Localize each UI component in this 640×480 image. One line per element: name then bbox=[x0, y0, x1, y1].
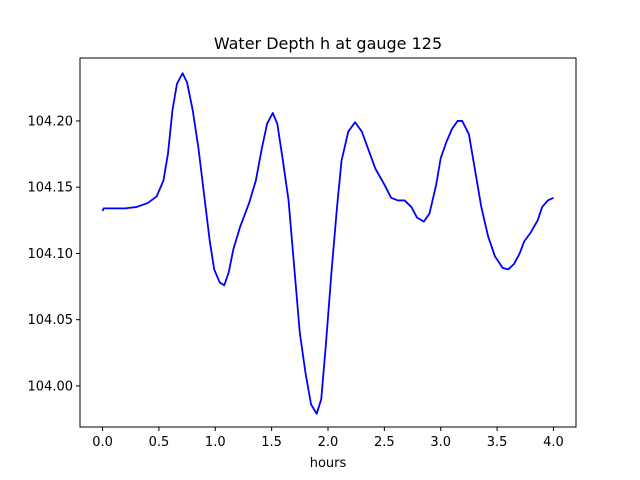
y-tick-label: 104.20 bbox=[28, 114, 74, 129]
x-tick-label: 2.5 bbox=[374, 435, 395, 450]
y-tick-label: 104.00 bbox=[28, 379, 74, 394]
x-tick-label: 1.0 bbox=[205, 435, 226, 450]
data-series-line-0 bbox=[101, 72, 554, 415]
y-tick-label: 104.15 bbox=[28, 181, 74, 196]
x-tick-label: 0.0 bbox=[92, 435, 113, 450]
x-tick-label: 1.5 bbox=[261, 435, 282, 450]
x-tick-label: 3.0 bbox=[430, 435, 451, 450]
chart-title: Water Depth h at gauge 125 bbox=[214, 34, 442, 53]
x-tick-label: 2.0 bbox=[318, 435, 339, 450]
x-axis-label: hours bbox=[310, 456, 347, 471]
y-tick-label: 104.10 bbox=[28, 247, 74, 262]
x-tick-label: 3.5 bbox=[487, 435, 508, 450]
plot-area: 0.0 0.5 1.0 1.5 2.0 2.5 3.0 3.5 4.0 104.00 104.05 1… bbox=[28, 57, 577, 450]
x-tick-label: 4.0 bbox=[543, 435, 564, 450]
x-tick-label: 0.5 bbox=[149, 435, 170, 450]
y-tick-label: 104.05 bbox=[28, 313, 74, 328]
